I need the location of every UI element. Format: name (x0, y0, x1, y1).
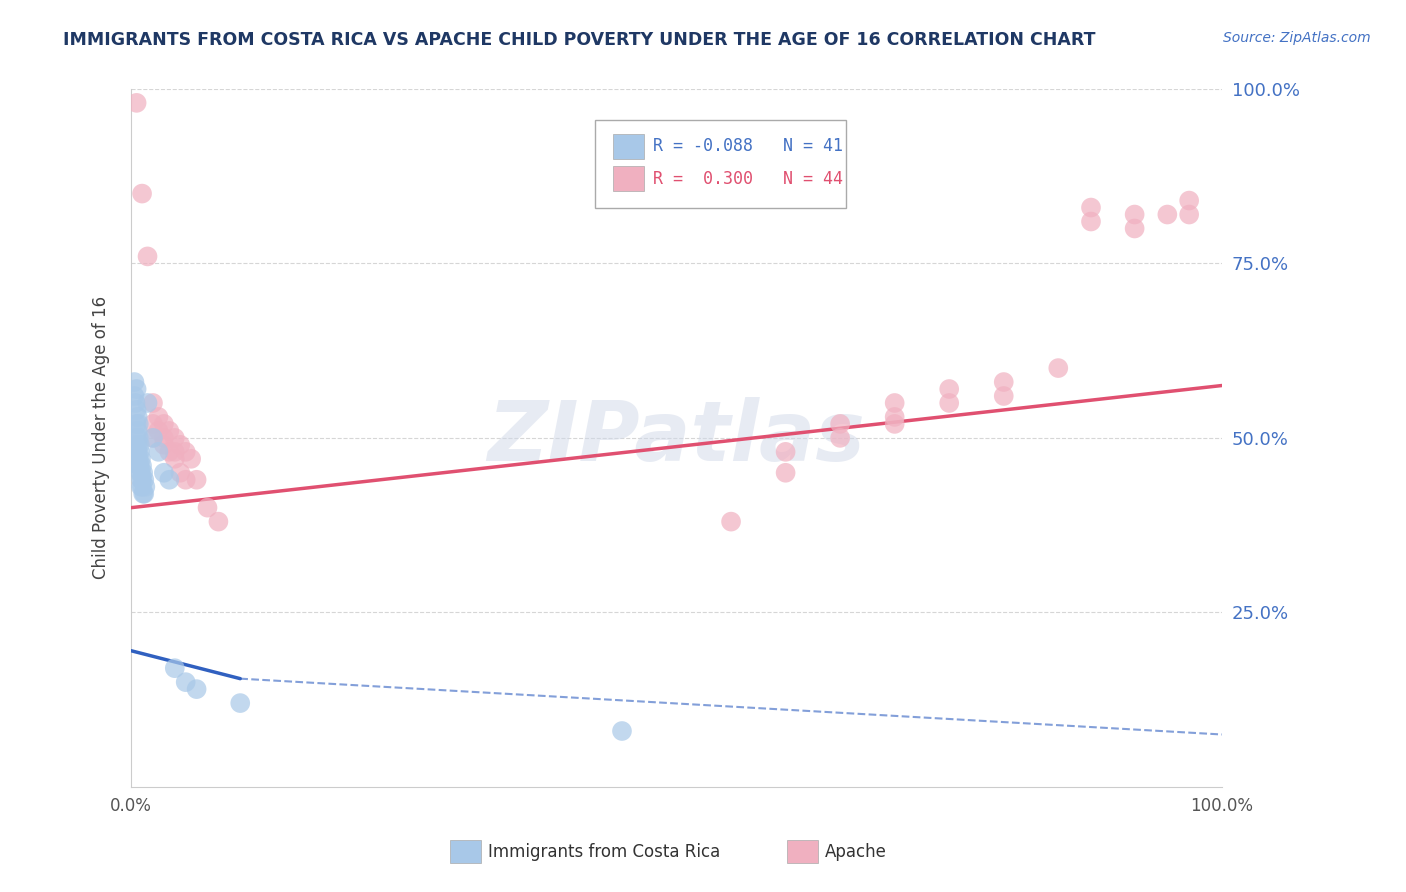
Point (129, 480, 152, 494)
Point (134, 473, 156, 487)
Point (125, 431, 148, 445)
Point (883, 417, 905, 431)
Text: Source: ZipAtlas.com: Source: ZipAtlas.com (1223, 31, 1371, 45)
Point (830, 431, 852, 445)
Point (153, 438, 176, 452)
Point (128, 445, 150, 459)
Point (129, 451, 152, 466)
Point (1080, 201, 1102, 215)
Point (883, 409, 905, 424)
FancyBboxPatch shape (595, 120, 845, 208)
Point (148, 445, 170, 459)
Point (128, 431, 150, 445)
Point (720, 515, 742, 529)
Point (938, 396, 960, 410)
Point (1123, 221, 1146, 235)
Point (163, 431, 186, 445)
Point (128, 458, 150, 473)
Point (157, 473, 180, 487)
Point (1178, 208, 1201, 222)
Point (128, 438, 150, 452)
Point (1156, 208, 1178, 222)
Point (127, 409, 149, 424)
Bar (613, 167, 644, 192)
Point (124, 389, 146, 403)
Text: Immigrants from Costa Rica: Immigrants from Costa Rica (488, 843, 720, 861)
Point (134, 486, 156, 500)
Text: ZIPatlas: ZIPatlas (488, 397, 866, 478)
Point (124, 375, 146, 389)
Point (197, 500, 219, 515)
Point (129, 466, 152, 480)
Point (125, 382, 148, 396)
Point (830, 417, 852, 431)
Point (180, 451, 202, 466)
Point (142, 431, 165, 445)
Text: R =  0.300   N = 44: R = 0.300 N = 44 (652, 170, 842, 188)
Point (157, 424, 180, 438)
Y-axis label: Child Poverty Under the Age of 16: Child Poverty Under the Age of 16 (93, 296, 110, 580)
Point (1178, 194, 1201, 208)
Point (229, 696, 252, 710)
Point (132, 466, 155, 480)
Point (128, 466, 150, 480)
Point (938, 382, 960, 396)
Point (136, 396, 159, 410)
Point (163, 661, 186, 675)
Text: R = -0.088   N = 41: R = -0.088 N = 41 (652, 137, 842, 155)
Point (169, 466, 191, 480)
Point (142, 417, 165, 431)
Point (174, 473, 197, 487)
Point (1047, 361, 1070, 376)
Point (883, 396, 905, 410)
Point (127, 438, 149, 452)
Point (186, 473, 208, 487)
Point (169, 438, 191, 452)
Point (993, 389, 1015, 403)
Point (128, 417, 150, 431)
Point (142, 396, 165, 410)
Point (207, 515, 229, 529)
Point (775, 445, 797, 459)
Point (148, 409, 170, 424)
Point (1080, 214, 1102, 228)
Point (775, 466, 797, 480)
Point (124, 396, 146, 410)
Text: IMMIGRANTS FROM COSTA RICA VS APACHE CHILD POVERTY UNDER THE AGE OF 16 CORRELATI: IMMIGRANTS FROM COSTA RICA VS APACHE CHI… (63, 31, 1095, 49)
Point (128, 458, 150, 473)
Point (134, 480, 156, 494)
Point (163, 451, 186, 466)
Point (131, 480, 153, 494)
Point (127, 445, 149, 459)
Bar (613, 134, 644, 159)
Point (610, 724, 633, 739)
Point (125, 95, 148, 110)
Point (131, 473, 153, 487)
Point (186, 682, 208, 697)
Point (131, 186, 153, 201)
Point (136, 249, 159, 263)
Point (128, 451, 150, 466)
Point (157, 445, 180, 459)
Point (131, 458, 153, 473)
Point (163, 445, 186, 459)
Text: Apache: Apache (825, 843, 887, 861)
Point (153, 431, 176, 445)
Point (132, 486, 155, 500)
Point (174, 675, 197, 690)
Point (125, 403, 148, 417)
Point (148, 424, 170, 438)
Point (127, 424, 149, 438)
Point (129, 473, 152, 487)
Point (153, 417, 176, 431)
Point (153, 466, 176, 480)
Point (993, 375, 1015, 389)
Point (1123, 208, 1146, 222)
Point (174, 445, 197, 459)
Point (142, 431, 165, 445)
Point (125, 417, 148, 431)
